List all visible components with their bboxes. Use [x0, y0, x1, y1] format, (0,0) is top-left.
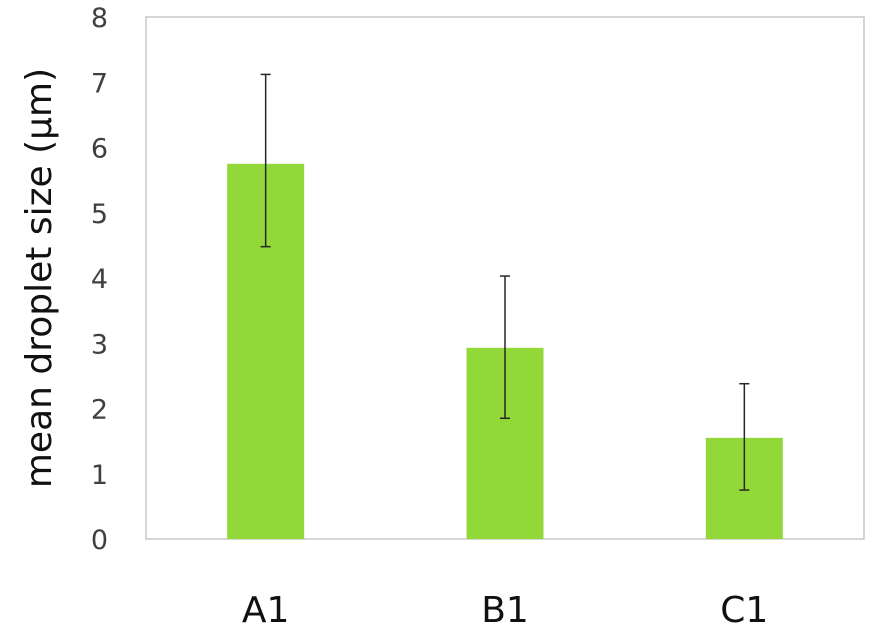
- error-bars: [260, 73, 750, 491]
- x-category-label: B1: [481, 590, 529, 630]
- y-tick-label: 2: [91, 395, 108, 426]
- x-category-label: A1: [242, 590, 290, 630]
- x-category-label: C1: [720, 590, 768, 630]
- y-tick-label: 1: [91, 460, 108, 491]
- y-axis-title: mean droplet size (μm): [19, 68, 60, 488]
- y-tick-label: 3: [91, 329, 108, 360]
- y-tick-label: 7: [91, 68, 108, 99]
- y-axis-ticks: 0 1 2 3 4 5 6 7 8: [91, 3, 108, 556]
- y-tick-label: 0: [91, 525, 108, 556]
- y-tick-label: 6: [91, 134, 108, 165]
- y-tick-label: 8: [91, 3, 108, 34]
- y-tick-label: 4: [91, 264, 108, 295]
- y-tick-label: 5: [91, 199, 108, 230]
- x-axis-categories: A1 B1 C1: [242, 590, 768, 630]
